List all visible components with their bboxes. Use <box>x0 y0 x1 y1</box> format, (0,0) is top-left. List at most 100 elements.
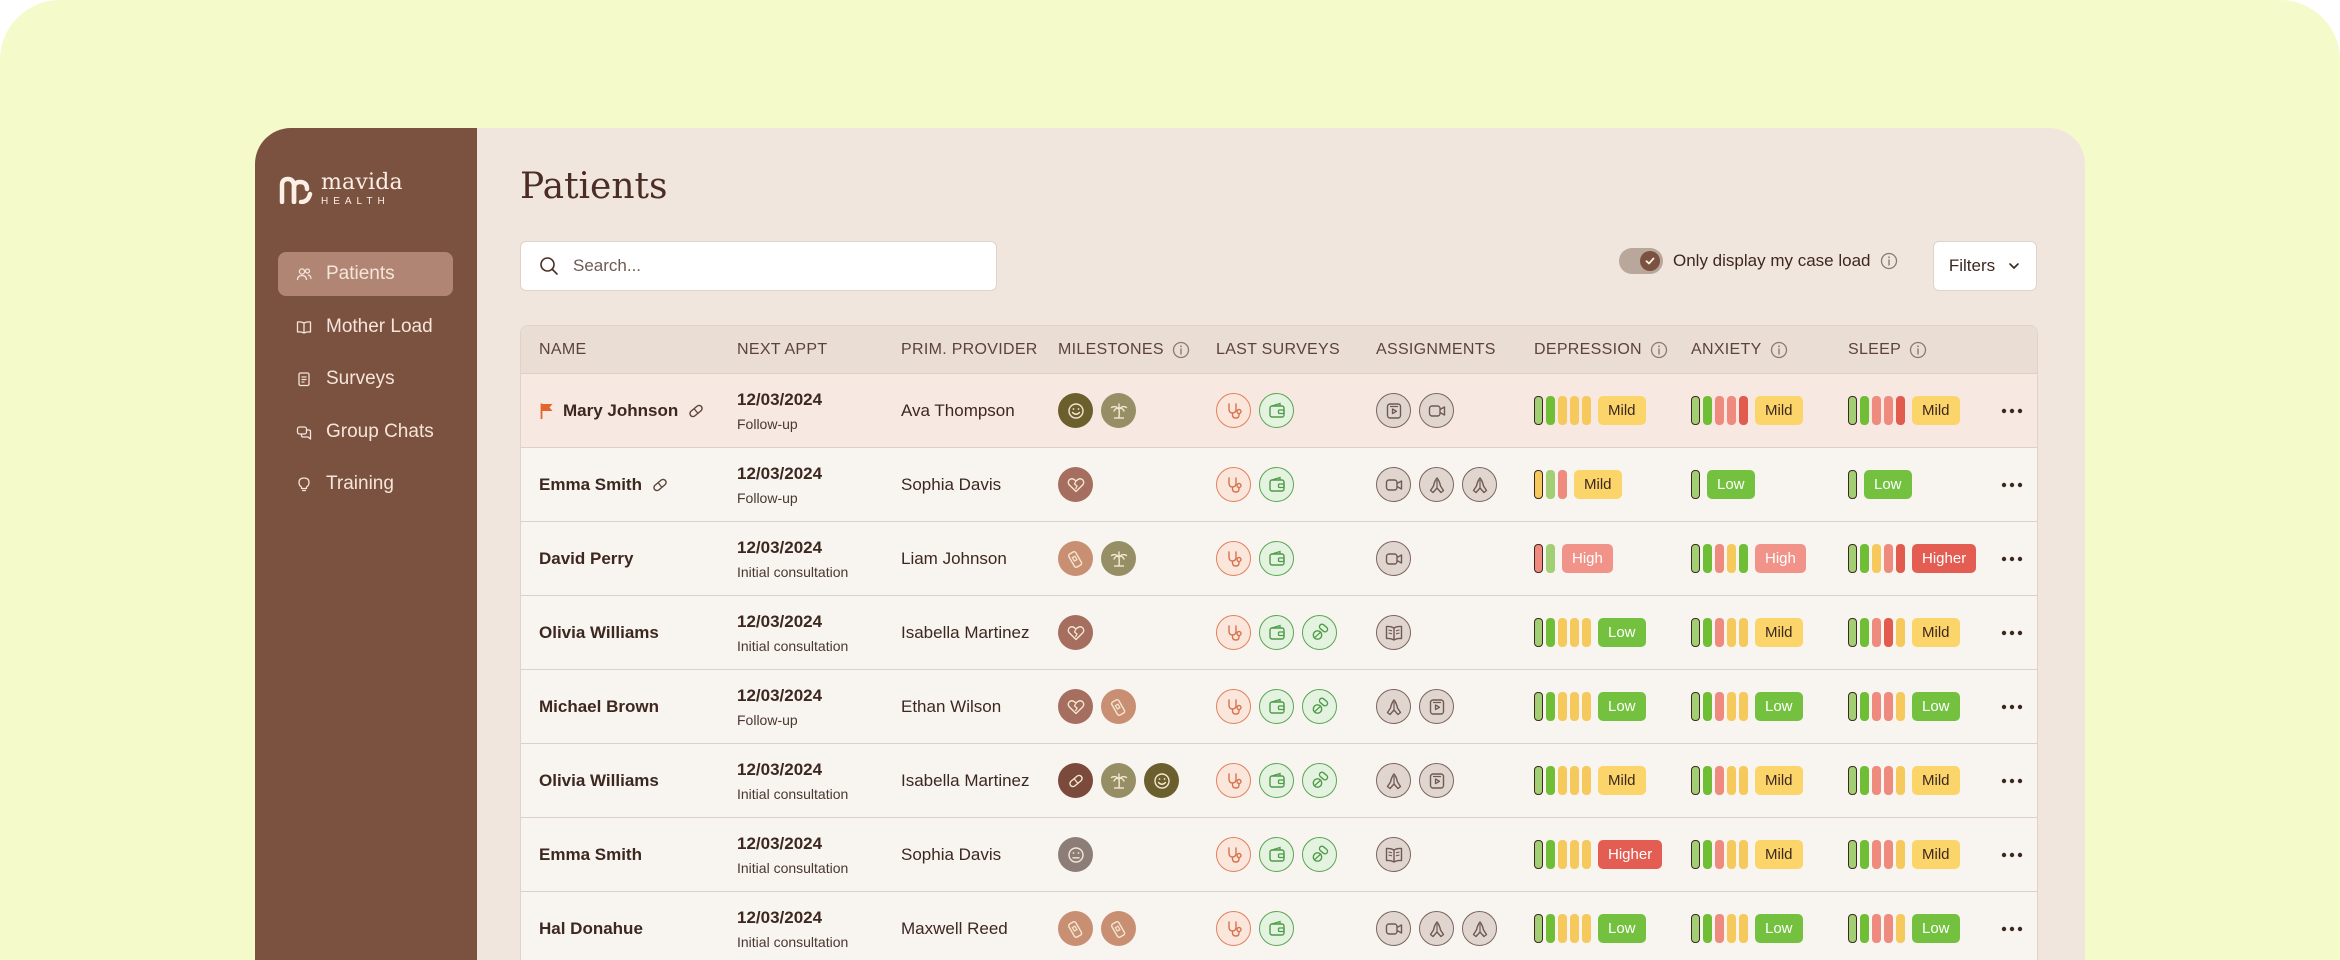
row-actions-button[interactable] <box>2001 522 2023 595</box>
assignment-badge[interactable] <box>1376 911 1411 946</box>
sidebar-item-mother-load[interactable]: Mother Load <box>278 305 453 349</box>
survey-badge[interactable] <box>1302 689 1337 724</box>
assignment-badge[interactable] <box>1462 911 1497 946</box>
column-header-assignments[interactable]: ASSIGNMENTS <box>1376 326 1496 373</box>
survey-badge[interactable] <box>1216 467 1251 502</box>
survey-badge[interactable] <box>1259 467 1294 502</box>
info-icon[interactable] <box>1650 341 1668 359</box>
patient-name[interactable]: Michael Brown <box>539 696 659 716</box>
sidebar-item-training[interactable]: Training <box>278 462 453 506</box>
milestone-badge[interactable] <box>1101 541 1136 576</box>
column-header-depression[interactable]: DEPRESSION <box>1534 326 1668 373</box>
patient-name[interactable]: Mary Johnson <box>563 400 679 420</box>
assignment-badge[interactable] <box>1419 467 1454 502</box>
assignment-badge[interactable] <box>1376 837 1411 872</box>
column-header-surveys[interactable]: LAST SURVEYS <box>1216 326 1340 373</box>
survey-badge[interactable] <box>1216 615 1251 650</box>
survey-badge[interactable] <box>1259 837 1294 872</box>
assignment-badge[interactable] <box>1419 689 1454 724</box>
assignment-badge[interactable] <box>1419 911 1454 946</box>
milestone-badge[interactable] <box>1058 911 1093 946</box>
survey-badge[interactable] <box>1259 541 1294 576</box>
milestone-badge[interactable] <box>1101 393 1136 428</box>
logo[interactable]: mavida HEALTH <box>279 172 403 207</box>
assignment-badge[interactable] <box>1376 467 1411 502</box>
table-header: NAME NEXT APPT PRIM. PROVIDER MILESTONES LAS… <box>521 326 2037 373</box>
palm-tree-icon <box>1110 550 1127 567</box>
survey-badge[interactable] <box>1216 541 1251 576</box>
sidebar-item-group-chats[interactable]: Group Chats <box>278 410 453 454</box>
survey-badge[interactable] <box>1259 911 1294 946</box>
survey-badge[interactable] <box>1302 837 1337 872</box>
info-icon[interactable] <box>1770 341 1788 359</box>
table-row[interactable]: Olivia Williams 12/03/2024 Initial consult… <box>521 595 2037 669</box>
assignment-badge[interactable] <box>1376 763 1411 798</box>
sidebar-item-surveys[interactable]: Surveys <box>278 357 453 401</box>
survey-badge[interactable] <box>1302 763 1337 798</box>
column-header-sleep[interactable]: SLEEP <box>1848 326 1927 373</box>
row-actions-button[interactable] <box>2001 596 2023 669</box>
milestone-badge[interactable] <box>1058 393 1093 428</box>
survey-badge[interactable] <box>1216 837 1251 872</box>
column-header-anxiety[interactable]: ANXIETY <box>1691 326 1788 373</box>
patient-name[interactable]: Olivia Williams <box>539 622 659 642</box>
caseload-toggle[interactable] <box>1619 248 1663 274</box>
milestone-badge[interactable] <box>1058 615 1093 650</box>
column-header-appt[interactable]: NEXT APPT <box>737 326 827 373</box>
patient-name[interactable]: Olivia Williams <box>539 770 659 790</box>
table-row[interactable]: Emma Smith 12/03/2024 Initial consultation… <box>521 817 2037 891</box>
surveys-cell <box>1216 744 1337 817</box>
survey-badge[interactable] <box>1259 689 1294 724</box>
table-row[interactable]: Hal Donahue 12/03/2024 Initial consultatio… <box>521 891 2037 960</box>
milestone-badge[interactable] <box>1144 763 1179 798</box>
table-row[interactable]: Mary Johnson 12/03/2024 Follow-up Ava Thomp… <box>521 373 2037 447</box>
milestone-badge[interactable] <box>1058 467 1093 502</box>
assignment-badge[interactable] <box>1376 393 1411 428</box>
row-actions-button[interactable] <box>2001 818 2023 891</box>
table-row[interactable]: David Perry 12/03/2024 Initial consultatio… <box>521 521 2037 595</box>
survey-badge[interactable] <box>1216 763 1251 798</box>
milestone-badge[interactable] <box>1058 837 1093 872</box>
column-header-name[interactable]: NAME <box>539 326 586 373</box>
sidebar-item-patients[interactable]: Patients <box>278 252 453 296</box>
assignment-badge[interactable] <box>1376 541 1411 576</box>
milestone-badge[interactable] <box>1058 763 1093 798</box>
row-actions-button[interactable] <box>2001 744 2023 817</box>
assignment-badge[interactable] <box>1376 689 1411 724</box>
milestone-badge[interactable] <box>1058 541 1093 576</box>
table-row[interactable]: Emma Smith 12/03/2024 Follow-up Sophia Davi… <box>521 447 2037 521</box>
info-icon[interactable] <box>1172 341 1190 359</box>
row-actions-button[interactable] <box>2001 892 2023 960</box>
patient-name[interactable]: David Perry <box>539 548 634 568</box>
row-actions-button[interactable] <box>2001 448 2023 521</box>
patient-name[interactable]: Emma Smith <box>539 474 642 494</box>
survey-badge[interactable] <box>1259 763 1294 798</box>
assignment-badge[interactable] <box>1462 467 1497 502</box>
survey-badge[interactable] <box>1216 689 1251 724</box>
table-row[interactable]: Olivia Williams 12/03/2024 Initial consult… <box>521 743 2037 817</box>
row-actions-button[interactable] <box>2001 670 2023 743</box>
survey-badge[interactable] <box>1216 911 1251 946</box>
info-icon[interactable] <box>1880 252 1898 270</box>
info-icon[interactable] <box>1909 341 1927 359</box>
assignment-badge[interactable] <box>1376 615 1411 650</box>
milestone-badge[interactable] <box>1058 689 1093 724</box>
search-input[interactable] <box>573 256 973 276</box>
survey-badge[interactable] <box>1259 615 1294 650</box>
milestone-badge[interactable] <box>1101 763 1136 798</box>
column-header-milestones[interactable]: MILESTONES <box>1058 326 1190 373</box>
patient-name[interactable]: Emma Smith <box>539 844 642 864</box>
assignment-badge[interactable] <box>1419 763 1454 798</box>
milestone-badge[interactable] <box>1101 911 1136 946</box>
patient-name[interactable]: Hal Donahue <box>539 918 643 938</box>
milestone-badge[interactable] <box>1101 689 1136 724</box>
column-header-provider[interactable]: PRIM. PROVIDER <box>901 326 1038 373</box>
survey-badge[interactable] <box>1216 393 1251 428</box>
search-box[interactable] <box>520 241 997 291</box>
table-row[interactable]: Michael Brown 12/03/2024 Follow-up Ethan Wi… <box>521 669 2037 743</box>
row-actions-button[interactable] <box>2001 374 2023 447</box>
survey-badge[interactable] <box>1302 615 1337 650</box>
filters-button[interactable]: Filters <box>1933 241 2037 291</box>
assignment-badge[interactable] <box>1419 393 1454 428</box>
survey-badge[interactable] <box>1259 393 1294 428</box>
